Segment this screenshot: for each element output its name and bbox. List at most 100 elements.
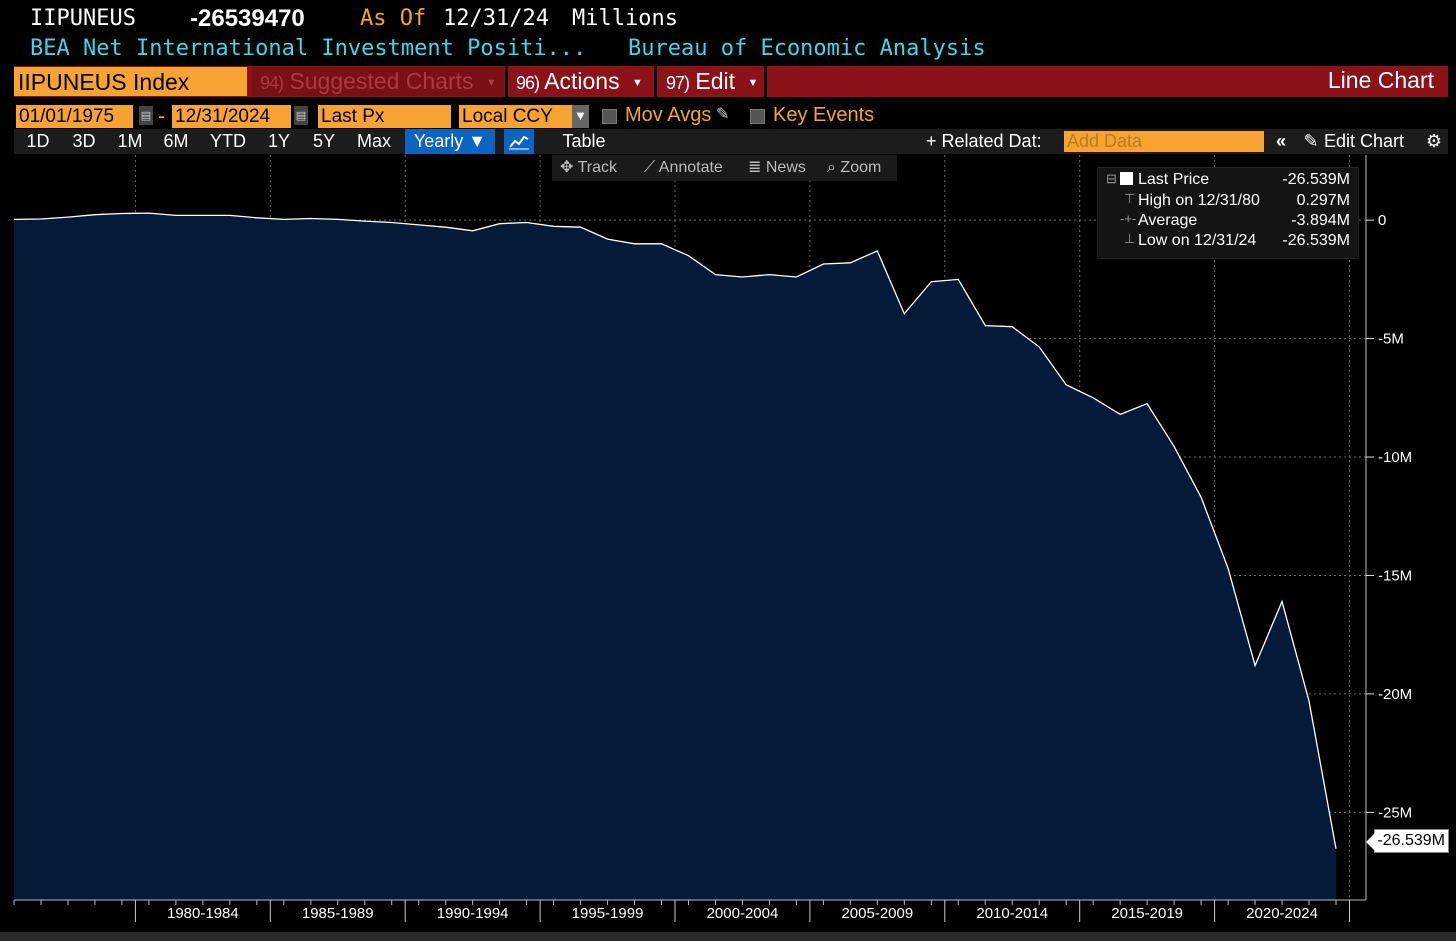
pencil-icon[interactable]: ✎ xyxy=(716,106,730,123)
period-max[interactable]: Max xyxy=(356,131,391,151)
track-label: Track xyxy=(577,159,617,176)
divider xyxy=(505,66,508,97)
actions-label: Actions xyxy=(544,68,620,94)
annotate-icon: ⟋ xyxy=(644,159,656,176)
period-6m[interactable]: 6M xyxy=(163,131,189,151)
x-tick-label: 2005-2009 xyxy=(841,905,913,922)
add-data-input[interactable]: Add Data xyxy=(1064,131,1264,152)
x-tick-label: 1990-1994 xyxy=(437,905,509,922)
chart-legend: ⊟ Last Price -26.539M ⊤ High on 12/31/80… xyxy=(1097,167,1359,259)
low-label: Low on 12/31/24 xyxy=(1138,232,1257,249)
series-line xyxy=(13,212,1337,849)
x-tick-label: 1980-1984 xyxy=(167,905,239,922)
price-chart[interactable]: 0-5M-10M-15M-20M-25M 1980-1984 1985-1989 1… xyxy=(0,155,1456,932)
chevron-down-icon: ▼ xyxy=(485,76,497,89)
chart-type-label[interactable]: Line Chart xyxy=(1327,67,1434,93)
period-ytd[interactable]: YTD xyxy=(210,131,246,151)
chart-tools: ✥ Track ⟋ Annotate ≣ News ⌕ Zoom xyxy=(552,155,897,181)
edit-button[interactable]: 97) Edit ▼ xyxy=(658,67,766,96)
security-input[interactable]: IIPUNEUS Index xyxy=(14,67,247,96)
news-tool[interactable]: ≣ News xyxy=(748,155,806,181)
y-tick-label: -25M xyxy=(1378,804,1412,821)
period-1d[interactable]: 1D xyxy=(26,131,50,151)
area-fill xyxy=(14,213,1336,901)
collapse-icon[interactable]: « xyxy=(1275,131,1286,151)
field-select[interactable]: Last Px xyxy=(318,105,451,128)
gear-icon[interactable]: ⚙ xyxy=(1425,131,1443,151)
divider xyxy=(764,66,767,97)
crosshair-icon: ✥ xyxy=(560,159,574,176)
zoom-label: Zoom xyxy=(840,159,882,176)
key-events-checkbox[interactable] xyxy=(750,109,765,124)
status-footer xyxy=(0,932,1456,941)
divider xyxy=(654,66,657,97)
legend-high: High on 12/31/80 0.297M xyxy=(1138,191,1350,211)
units-label: Millions xyxy=(572,6,678,31)
high-marker-icon: ⊤ xyxy=(1124,191,1136,206)
zoom-tool[interactable]: ⌕ Zoom xyxy=(827,155,881,181)
legend-last-price: Last Price -26.539M xyxy=(1120,170,1350,190)
last-price-tag: -26.539M xyxy=(1366,829,1449,853)
x-axis: 1980-1984 1985-1989 1990-1994 1995-1999 2000… xyxy=(13,899,1366,922)
collapse-icon[interactable]: ⊟ xyxy=(1106,171,1117,186)
period-3d[interactable]: 3D xyxy=(72,131,96,151)
end-date-input[interactable]: 12/31/2024 xyxy=(172,105,291,128)
x-tick-label: 1995-1999 xyxy=(572,905,644,922)
news-icon: ≣ xyxy=(748,159,762,176)
last-price-value: -26.539M xyxy=(1282,171,1350,188)
last-price-label: Last Price xyxy=(1138,171,1210,188)
currency-select[interactable]: Local CCY xyxy=(459,105,572,128)
low-value: -26.539M xyxy=(1282,232,1350,249)
suggested-label: Suggested Charts xyxy=(289,68,474,94)
edit-chart-button[interactable]: Edit Chart xyxy=(1324,131,1405,151)
chevron-down-icon[interactable]: ▼ xyxy=(572,105,589,128)
start-date-input[interactable]: 01/01/1975 xyxy=(16,105,133,128)
annotate-tool[interactable]: ⟋ Annotate xyxy=(644,155,723,181)
average-marker-icon: -+- xyxy=(1120,211,1137,226)
news-label: News xyxy=(765,159,806,176)
calendar-icon[interactable]: ▤ xyxy=(139,106,153,125)
security-description: BEA Net International Investment Positi.… xyxy=(30,36,587,61)
calendar-icon[interactable]: ▤ xyxy=(294,106,308,125)
y-tick-label: 0 xyxy=(1378,212,1386,229)
period-1y[interactable]: 1Y xyxy=(267,131,291,151)
edit-number: 97) xyxy=(666,73,690,93)
period-bar: 1D 3D 1M 6M YTD 1Y 5Y Max Yearly ▼ Table… xyxy=(14,129,1448,154)
legend-low: Low on 12/31/24 -26.539M xyxy=(1138,231,1350,251)
period-1m[interactable]: 1M xyxy=(117,131,143,151)
low-marker-icon: ⊥ xyxy=(1124,231,1136,246)
y-tick-label: -20M xyxy=(1378,686,1412,703)
chevron-down-icon: ▼ xyxy=(631,76,643,89)
pencil-icon[interactable]: ✎ xyxy=(1303,131,1319,151)
series-swatch xyxy=(1120,172,1133,185)
annotate-label: Annotate xyxy=(658,159,723,176)
suggested-charts-button[interactable]: 94) Suggested Charts ▼ xyxy=(252,67,504,96)
actions-button[interactable]: 96) Actions ▼ xyxy=(508,67,651,96)
x-tick-label: 2015-2019 xyxy=(1111,905,1183,922)
description-line: BEA Net International Investment Positi.… xyxy=(30,36,986,61)
mov-avgs-checkbox[interactable] xyxy=(602,109,617,124)
high-value: 0.297M xyxy=(1296,192,1350,209)
track-tool[interactable]: ✥ Track xyxy=(560,155,617,181)
period-5y[interactable]: 5Y xyxy=(312,131,336,151)
suggested-number: 94) xyxy=(260,73,284,93)
legend-average: Average -3.894M xyxy=(1138,211,1350,231)
chevron-down-icon: ▼ xyxy=(747,76,759,89)
frequency-select[interactable]: Yearly ▼ xyxy=(405,129,495,154)
x-tick-label: 2000-2004 xyxy=(707,905,779,922)
high-label: High on 12/31/80 xyxy=(1138,192,1260,209)
key-events-label[interactable]: Key Events xyxy=(773,104,875,126)
table-button[interactable]: Table xyxy=(562,131,606,151)
average-value: -3.894M xyxy=(1291,212,1350,229)
y-tick-label: -15M xyxy=(1378,567,1412,584)
line-chart-icon[interactable] xyxy=(504,129,534,154)
search-icon: ⌕ xyxy=(827,159,836,176)
actions-number: 96) xyxy=(516,73,540,93)
related-data-button[interactable]: + Related Dat: xyxy=(926,131,1042,151)
y-tick-label: -10M xyxy=(1378,449,1412,466)
y-tick-label: -5M xyxy=(1378,331,1404,348)
as-of-date: 12/31/24 xyxy=(443,6,549,31)
edit-label: Edit xyxy=(695,68,736,94)
mov-avgs-label[interactable]: Mov Avgs xyxy=(625,104,712,126)
x-tick-label: 2020-2024 xyxy=(1246,905,1318,922)
